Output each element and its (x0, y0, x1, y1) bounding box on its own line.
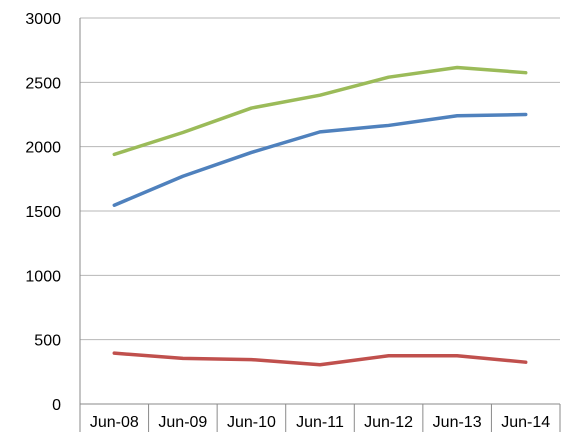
y-tick-label: 3000 (25, 11, 61, 28)
y-tick-label: 500 (34, 333, 61, 350)
y-tick-label: 0 (52, 397, 61, 414)
x-tick-label: Jun-08 (90, 414, 139, 431)
y-tick-label: 1000 (25, 268, 61, 285)
y-tick-label: 2500 (25, 75, 61, 92)
axes (79, 18, 561, 432)
gridlines (80, 17, 560, 341)
x-tick-label: Jun-13 (433, 414, 482, 431)
y-tick-label: 2000 (25, 140, 61, 157)
series-line-2 (112, 112, 528, 207)
x-tick-label: Jun-10 (227, 414, 276, 431)
x-tick-label: Jun-14 (501, 414, 550, 431)
series-lines (112, 65, 528, 367)
series-line-1 (112, 65, 528, 157)
y-tick-label: 1500 (25, 204, 61, 221)
x-tick-label: Jun-12 (364, 414, 413, 431)
tick-labels: 0 500 1000 1500 2000 2500 3000 Jun-08 Jun-09 Jun-… (25, 11, 550, 431)
x-tick-label: Jun-09 (158, 414, 207, 431)
series-line-3 (112, 351, 528, 367)
x-tick-label: Jun-11 (296, 414, 344, 431)
